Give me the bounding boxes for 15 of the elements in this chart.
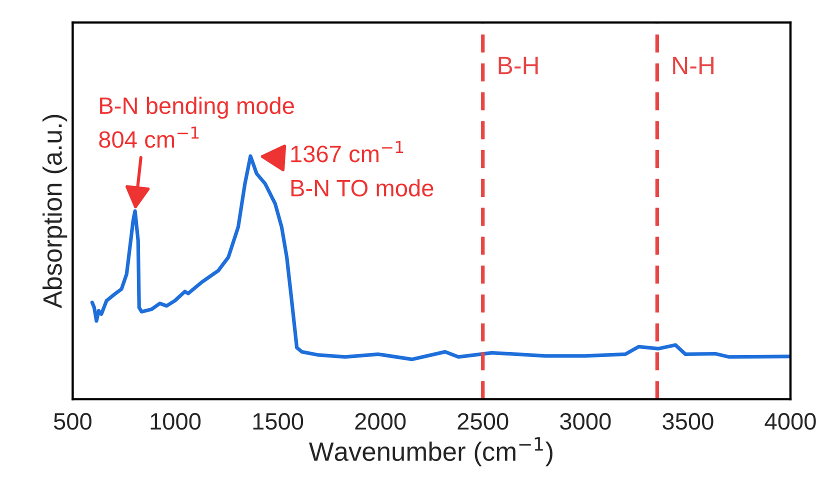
annotation: B-N TO mode (291, 179, 434, 197)
annotation: 1367 cm$^{−1}$ (291, 140, 404, 162)
x-axis-title: Wavenumber (cm$^{−1}$) (308, 437, 552, 466)
y-axis-title: Absorption (a.u.) (42, 114, 68, 308)
x-tick-label: 1000 (150, 413, 201, 430)
x-tick-label: 1500 (253, 413, 304, 430)
x-tick-label: 3000 (560, 413, 611, 430)
x-tick-label: 3500 (662, 413, 714, 430)
x-tick-label: 4000 (764, 413, 816, 430)
x-tick-label: 2000 (355, 413, 406, 430)
annotation: B-N bending mode 804 cm$^{−1}$ (99, 96, 294, 148)
ref-line-label: B-H (498, 56, 538, 74)
x-tick-label: 2500 (458, 413, 508, 430)
x-tick-label: 500 (54, 413, 92, 430)
ref-line-label: N-H (673, 56, 714, 74)
